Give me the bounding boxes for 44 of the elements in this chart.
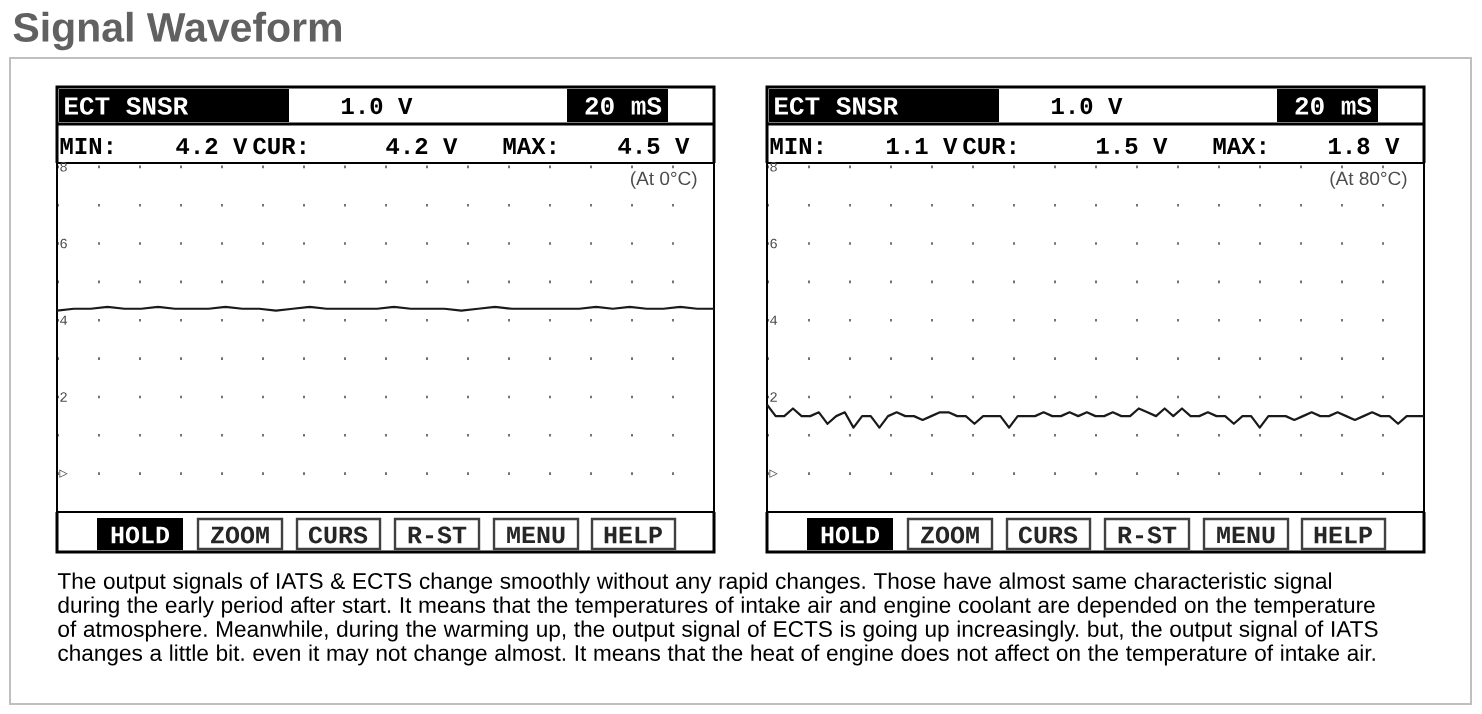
text: 20 mS <box>585 97 662 115</box>
y-tick-label: 8 <box>770 162 777 172</box>
text: ECT SNSR <box>775 97 899 115</box>
text: The output signals of IATS & ECTS change smoothly without any rapid changes. Those have almost same characteristic signal during the early period after start. It means that the temperatures of intake air and engine coolant are depended on the temperature of atmosphere. Meanwhile, during the warming up, the output signal of ECTS is going up increasingly. but, the output signal of IATS changes a little bit. even it may not change almost. It means that the heat of engine does not affect on the temperature of intake air. <box>57 572 1378 666</box>
y-tick-label: ▷ <box>769 469 778 478</box>
text: ZOOM <box>211 526 269 544</box>
text: CURS <box>308 526 368 544</box>
text: MIN: <box>770 138 822 154</box>
y-tick-label: 6 <box>60 238 67 249</box>
text: ZOOM <box>921 526 979 544</box>
annotation: (At 0°C) <box>631 171 697 189</box>
text: 4.2 V <box>386 137 458 155</box>
text: R-ST <box>1118 526 1177 544</box>
y-tick-label: 2 <box>60 392 67 402</box>
text: CURS <box>1018 526 1078 544</box>
text: MENU <box>1217 526 1275 544</box>
annotation: (At 80°C) <box>1330 171 1407 189</box>
y-tick-label: ▷ <box>59 469 68 478</box>
text: ECT SNSR <box>65 97 189 115</box>
text: HELP <box>1314 526 1372 544</box>
y-tick-label: 4 <box>770 315 778 325</box>
text: HOLD <box>111 526 170 544</box>
text: 20 mS <box>1295 97 1372 115</box>
text: MAX: <box>1213 138 1265 154</box>
text: 1.8 V <box>1329 137 1400 155</box>
text: 1.0 V <box>342 97 413 115</box>
y-tick-label: 6 <box>770 238 777 249</box>
y-tick-label: 4 <box>60 315 68 325</box>
text: MIN: <box>60 138 112 154</box>
text: 1.0 V <box>1052 97 1123 115</box>
text: CUR: <box>963 137 1015 155</box>
text: 4.5 V <box>618 137 690 155</box>
y-tick-label: 2 <box>770 392 777 402</box>
text: CUR: <box>253 137 305 155</box>
text: 1.1 V <box>887 138 958 154</box>
text: HOLD <box>821 526 880 544</box>
text: 1.5 V <box>1097 137 1168 155</box>
text: 4.2 V <box>176 137 248 155</box>
text: MENU <box>507 526 565 544</box>
text: R-ST <box>408 526 467 544</box>
chart-title: Signal Waveform <box>13 11 341 51</box>
y-tick-label: 8 <box>60 162 67 172</box>
text: MAX: <box>503 138 555 154</box>
text: HELP <box>604 526 662 544</box>
